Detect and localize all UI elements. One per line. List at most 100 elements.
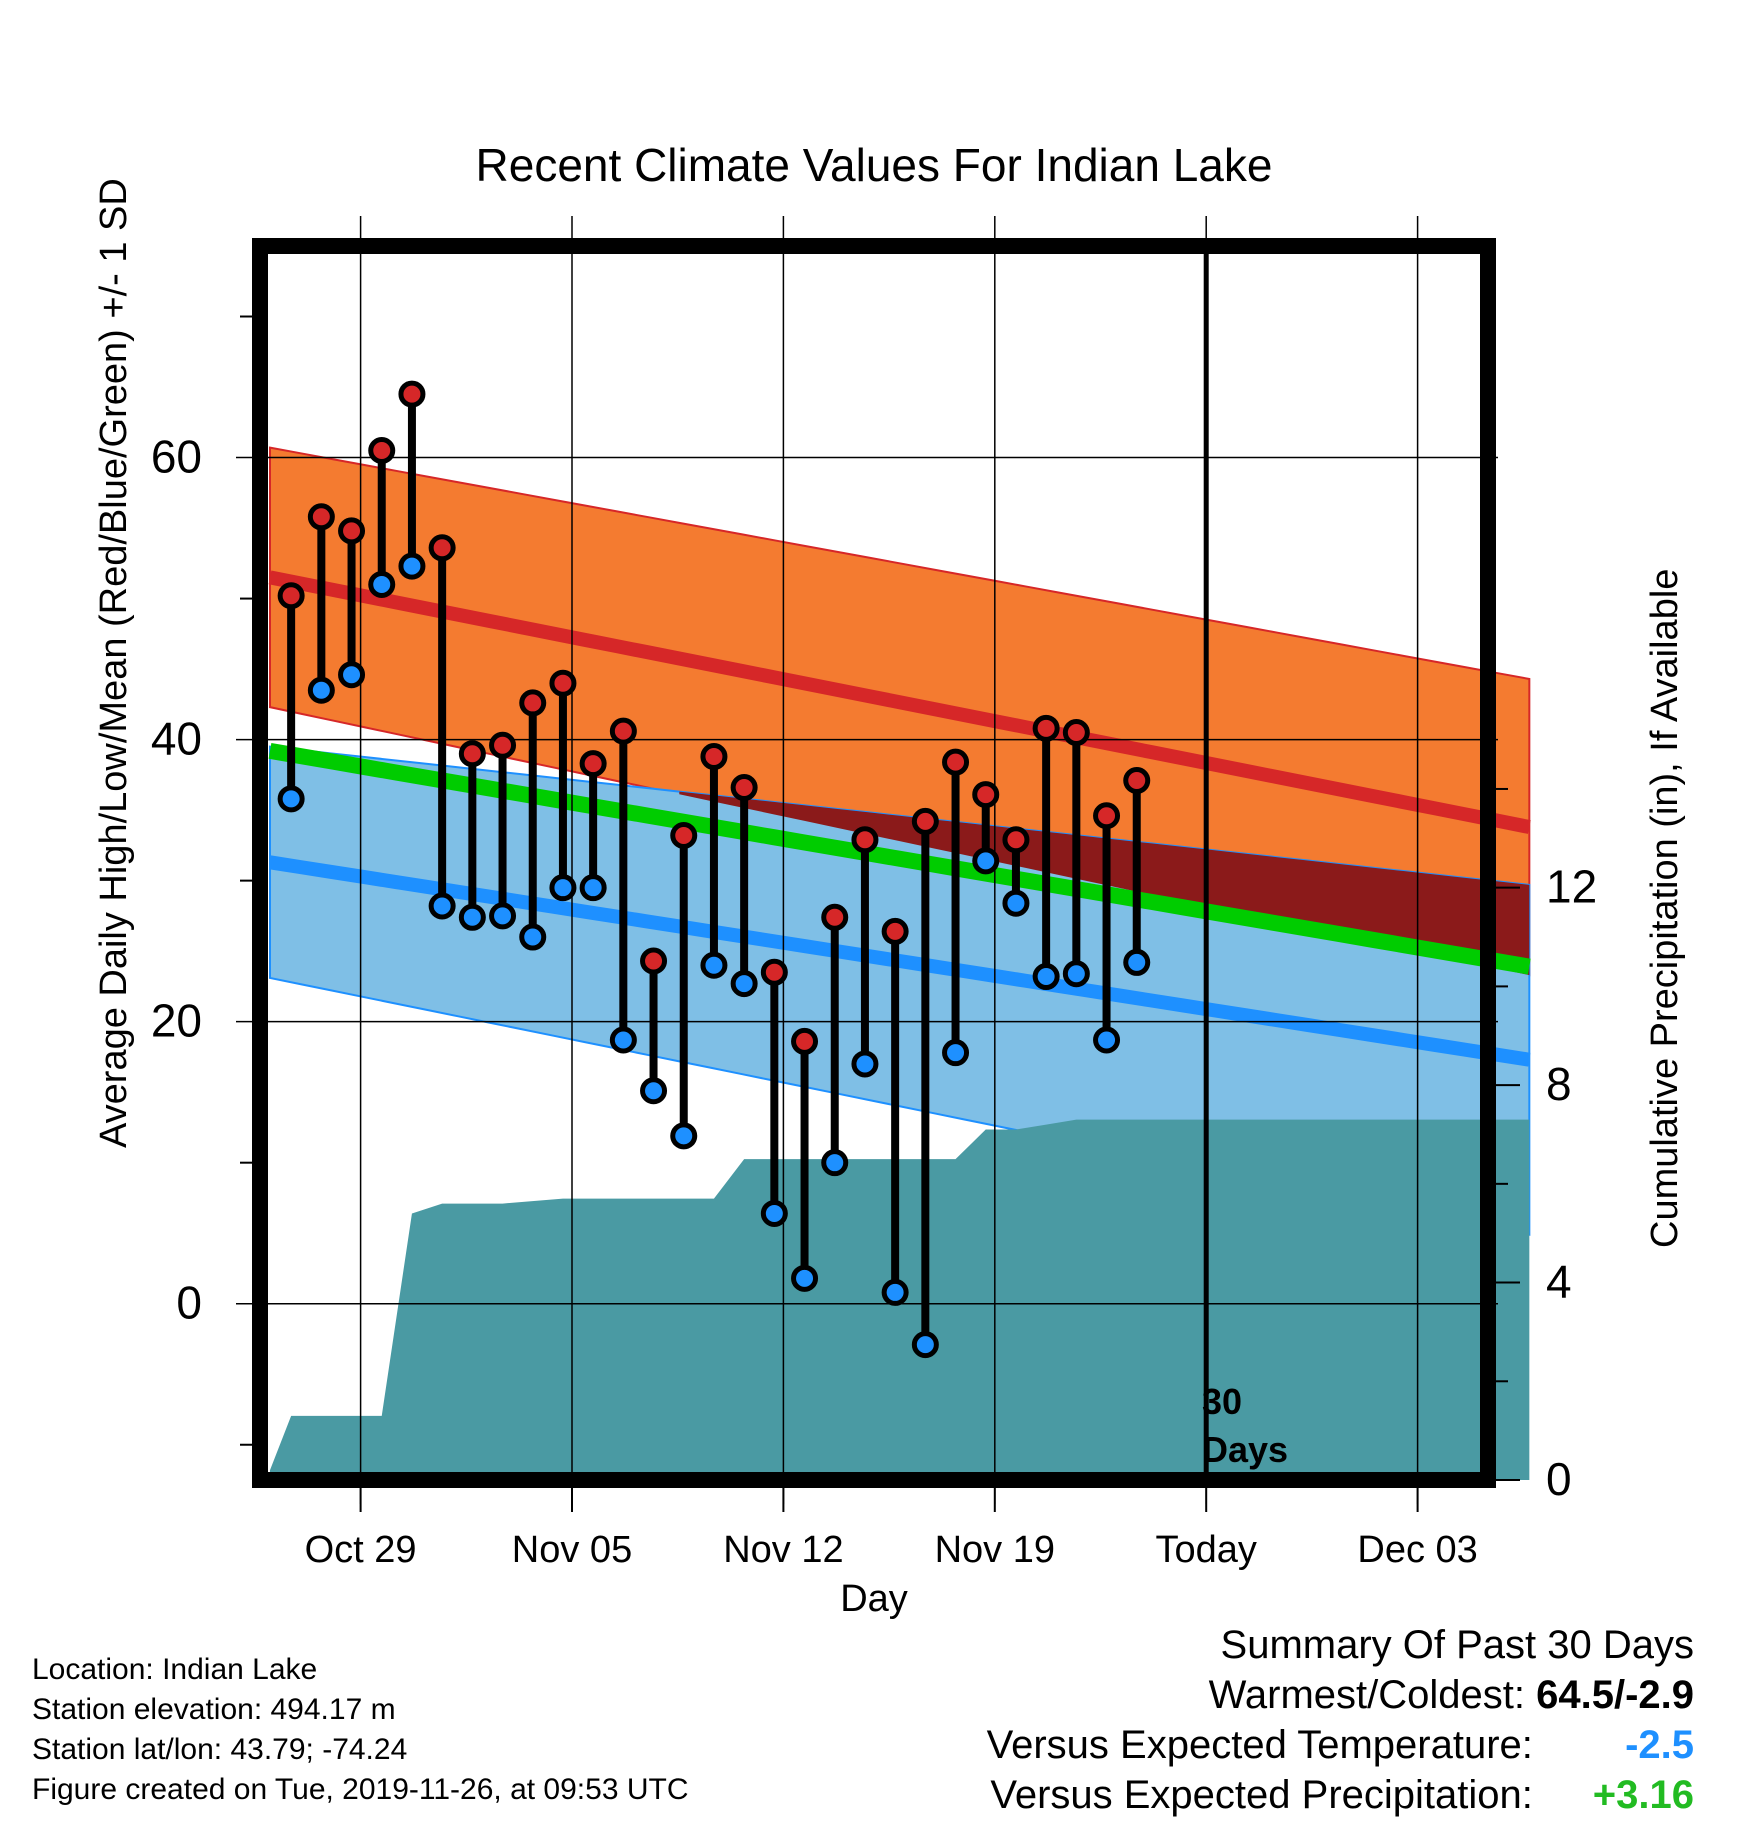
summary-warmest-row: Warmest/Coldest: 64.5/-2.9 bbox=[987, 1670, 1694, 1720]
obs-high-point-9 bbox=[549, 669, 577, 697]
obs-high-point-13 bbox=[670, 821, 698, 849]
obs-high-point-11 bbox=[609, 717, 637, 745]
obs-low-point-24 bbox=[1002, 889, 1030, 917]
x-tick-label-5: Dec 03 bbox=[1357, 1529, 1477, 1571]
obs-low-point-1 bbox=[307, 676, 335, 704]
obs-low-point-20 bbox=[881, 1278, 909, 1306]
today-annotation: 30 Days bbox=[1202, 1378, 1288, 1474]
normal-mean-line bbox=[268, 742, 1531, 975]
temp-label: Versus Expected Temperature: bbox=[986, 1723, 1533, 1767]
y2-tick-label-0: 0 bbox=[1546, 1453, 1572, 1505]
frame-rect bbox=[252, 238, 1496, 1488]
obs-high-point-18 bbox=[821, 903, 849, 931]
obs-high-point-22 bbox=[942, 748, 970, 776]
y2-tick-label-2: 8 bbox=[1546, 1058, 1572, 1110]
summary-heading: Summary Of Past 30 Days bbox=[1220, 1623, 1694, 1667]
x-tick-label-0: Oct 29 bbox=[305, 1529, 417, 1571]
y-axis-label: Average Daily High/Low/Mean (Red/Blue/Gr… bbox=[93, 178, 135, 1148]
obs-low-point-3 bbox=[368, 570, 396, 598]
obs-high-point-1 bbox=[307, 503, 335, 531]
obs-high-point-5 bbox=[428, 534, 456, 562]
normal-low-line bbox=[268, 855, 1531, 1067]
obs-low-point-12 bbox=[640, 1077, 668, 1105]
y-tick-label-0: 0 bbox=[176, 1277, 202, 1329]
summary-precip-row: Versus Expected Precipitation: +3.16 bbox=[987, 1770, 1694, 1820]
obs-low-point-27 bbox=[1093, 1026, 1121, 1054]
obs-high-point-27 bbox=[1093, 802, 1121, 830]
warmest-label: Warmest/Coldest: bbox=[1208, 1673, 1525, 1717]
obs-low-point-16 bbox=[760, 1199, 788, 1227]
x-tick-label-3: Nov 19 bbox=[935, 1529, 1055, 1571]
x-tick-label-4: Today bbox=[1155, 1529, 1256, 1571]
obs-low-point-21 bbox=[911, 1331, 939, 1359]
obs-low-point-26 bbox=[1062, 960, 1090, 988]
obs-low-point-9 bbox=[549, 874, 577, 902]
y2-tick-label-3: 12 bbox=[1546, 861, 1597, 913]
obs-low-point-28 bbox=[1123, 948, 1151, 976]
normal-bands bbox=[268, 446, 1531, 1236]
precip-value: +3.16 bbox=[1592, 1773, 1694, 1817]
today-annotation-line-2: Days bbox=[1202, 1429, 1289, 1470]
obs-low-point-7 bbox=[489, 902, 517, 930]
obs-low-point-22 bbox=[942, 1039, 970, 1067]
obs-high-point-26 bbox=[1062, 719, 1090, 747]
x-tick-label-1: Nov 05 bbox=[512, 1529, 632, 1571]
observations bbox=[277, 380, 1151, 1359]
obs-low-point-15 bbox=[730, 970, 758, 998]
obs-high-point-15 bbox=[730, 774, 758, 802]
obs-high-point-6 bbox=[458, 740, 486, 768]
obs-high-point-24 bbox=[1002, 826, 1030, 854]
obs-low-point-10 bbox=[579, 874, 607, 902]
obs-low-point-6 bbox=[458, 903, 486, 931]
summary-temp-row: Versus Expected Temperature: -2.5 bbox=[987, 1720, 1694, 1770]
temp-value: -2.5 bbox=[1625, 1723, 1694, 1767]
x-tick-label-2: Nov 12 bbox=[723, 1529, 843, 1571]
obs-high-point-10 bbox=[579, 750, 607, 778]
obs-high-point-2 bbox=[338, 517, 366, 545]
plot-frame bbox=[252, 238, 1496, 1488]
obs-low-point-8 bbox=[519, 923, 547, 951]
y2-axis-label: Cumulative Precipitation (in), If Availa… bbox=[1644, 568, 1686, 1248]
obs-high-point-21 bbox=[911, 807, 939, 835]
obs-high-point-7 bbox=[489, 731, 517, 759]
obs-high-point-0 bbox=[277, 582, 305, 610]
obs-high-point-8 bbox=[519, 689, 547, 717]
obs-low-point-18 bbox=[821, 1149, 849, 1177]
obs-low-point-23 bbox=[972, 847, 1000, 875]
x-axis-label: Day bbox=[840, 1578, 908, 1620]
location-text: Location: Indian Lake bbox=[32, 1653, 318, 1686]
elevation-text: Station elevation: 494.17 m bbox=[32, 1693, 396, 1726]
obs-high-point-3 bbox=[368, 436, 396, 464]
created-text: Figure created on Tue, 2019-11-26, at 09… bbox=[32, 1773, 689, 1806]
obs-low-point-17 bbox=[791, 1264, 819, 1292]
latlon-text: Station lat/lon: 43.79; -74.24 bbox=[32, 1733, 408, 1766]
obs-low-point-13 bbox=[670, 1122, 698, 1150]
obs-low-point-25 bbox=[1032, 963, 1060, 991]
obs-high-point-25 bbox=[1032, 714, 1060, 742]
precip-label: Versus Expected Precipitation: bbox=[990, 1773, 1533, 1817]
y-tick-label-2: 40 bbox=[151, 713, 202, 765]
obs-high-point-17 bbox=[791, 1027, 819, 1055]
obs-high-point-23 bbox=[972, 781, 1000, 809]
obs-low-point-14 bbox=[700, 951, 728, 979]
y2-tick-label-1: 4 bbox=[1546, 1256, 1572, 1308]
chart-title: Recent Climate Values For Indian Lake bbox=[475, 139, 1273, 191]
obs-low-point-11 bbox=[609, 1026, 637, 1054]
obs-high-point-16 bbox=[760, 958, 788, 986]
normal-high-line bbox=[268, 570, 1531, 834]
obs-low-point-5 bbox=[428, 892, 456, 920]
today-annotation-line-1: 30 bbox=[1202, 1381, 1243, 1422]
station-info: Location: Indian Lake Station elevation:… bbox=[32, 1650, 689, 1810]
obs-low-point-19 bbox=[851, 1050, 879, 1078]
obs-low-point-4 bbox=[398, 552, 426, 580]
obs-high-point-4 bbox=[398, 380, 426, 408]
y-tick-label-3: 60 bbox=[151, 431, 202, 483]
obs-high-point-20 bbox=[881, 917, 909, 945]
warmest-value: 64.5/-2.9 bbox=[1536, 1673, 1694, 1717]
obs-low-point-2 bbox=[338, 661, 366, 689]
summary-panel: Summary Of Past 30 Days Warmest/Coldest:… bbox=[987, 1620, 1694, 1820]
axis-ticks: Oct 29 Nov 05 Nov 12 Nov 19 Today Dec 0302040… bbox=[151, 315, 1597, 1571]
obs-high-point-14 bbox=[700, 743, 728, 771]
obs-high-point-28 bbox=[1123, 766, 1151, 794]
